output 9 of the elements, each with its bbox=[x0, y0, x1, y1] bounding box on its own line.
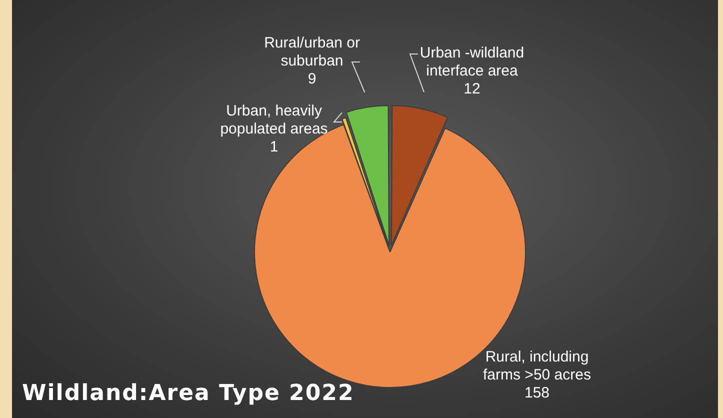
slice-label: Urban, heavily populated areas bbox=[220, 102, 328, 138]
data-label: 158 bbox=[524, 384, 550, 402]
slice-label: Urban -wildland interface area bbox=[420, 44, 524, 80]
data-label: 12 bbox=[464, 80, 480, 98]
text: Wildland:Area Type 2022 bbox=[22, 381, 354, 406]
data-label: 9 bbox=[308, 70, 316, 88]
data-label: 1 bbox=[270, 138, 278, 156]
slice-label: Rural/urban or suburban bbox=[264, 34, 360, 70]
slice-label: Rural, including farms >50 acres bbox=[483, 348, 591, 384]
